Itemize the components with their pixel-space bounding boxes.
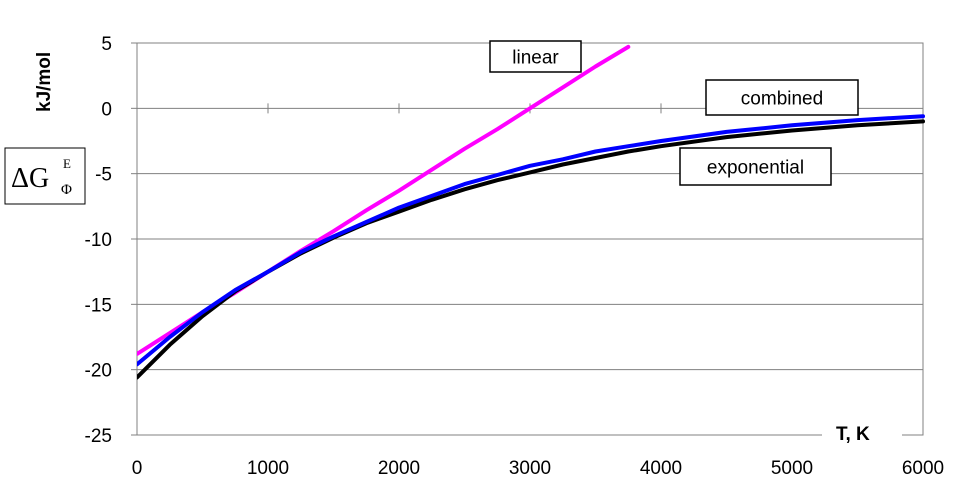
x-tick-label: 2000	[378, 458, 420, 479]
annotations: linear combined exponential	[489, 40, 859, 186]
y-tick-label: -25	[85, 426, 112, 447]
x-tick-labels: 0 1000 2000 3000 4000 5000 6000	[132, 458, 944, 479]
x-tick-label: 6000	[902, 458, 944, 479]
y-tick-label: -5	[95, 165, 112, 186]
symbol-sub: Φ	[61, 182, 72, 198]
annotation-exponential: exponential	[707, 158, 804, 179]
y-tick-label: -10	[85, 230, 112, 251]
annotation-box-linear	[489, 40, 582, 73]
annotation-box-exponential	[679, 147, 832, 186]
annotation-linear: linear	[512, 48, 559, 69]
y-tick-labels: 5 0 -5 -10 -15 -20 -25	[85, 34, 112, 447]
x-tick-label: 0	[132, 458, 143, 479]
x-tick-label: 3000	[509, 458, 551, 479]
y-tick-label: -20	[85, 361, 112, 382]
x-tick-label: 5000	[771, 458, 813, 479]
x-axis-label: T, K	[836, 424, 870, 445]
series-line-combined	[137, 114, 925, 367]
series-lines	[137, 44, 925, 380]
annotation-combined: combined	[741, 89, 823, 110]
x-tick-label: 4000	[640, 458, 682, 479]
y-axis-symbol: ΔG E Φ	[4, 147, 86, 205]
annotation-box-combined	[705, 79, 859, 116]
symbol-main: ΔG	[11, 163, 49, 194]
y-tick-label: -15	[85, 295, 112, 316]
symbol-sup: E	[63, 156, 71, 171]
x-axis-label-group: T, K	[822, 418, 902, 446]
y-tick-label: 5	[101, 34, 112, 55]
x-tick-label: 1000	[247, 458, 289, 479]
y-tick-label: 0	[101, 99, 112, 120]
y-axis-label: kJ/mol	[34, 52, 55, 112]
